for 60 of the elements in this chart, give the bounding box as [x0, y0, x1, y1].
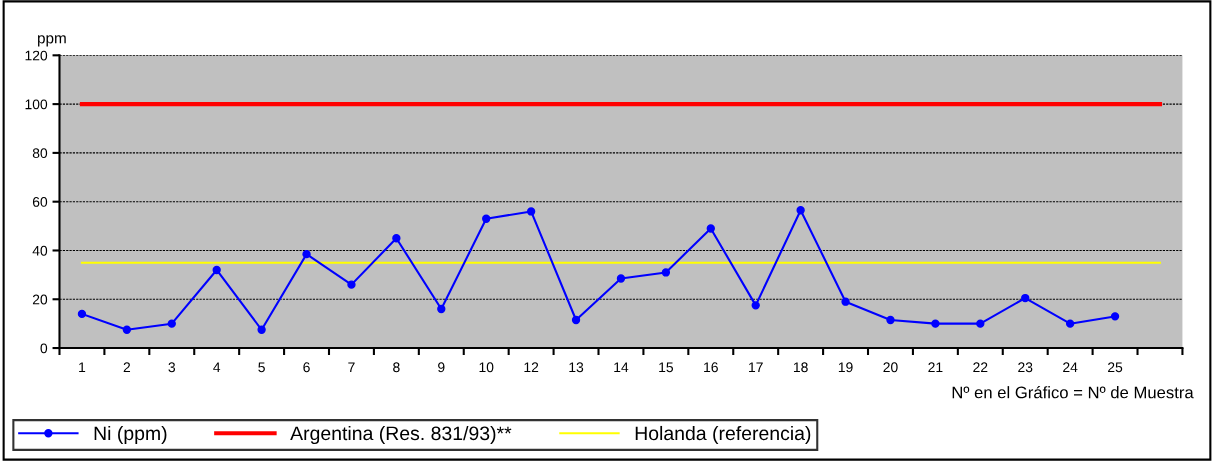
point: [661, 268, 671, 277]
legend-label: Ni (ppm): [94, 425, 167, 445]
x-tick-label: 10: [479, 362, 494, 373]
point: [437, 304, 446, 314]
x-tick-label: 14: [614, 362, 629, 373]
point: [122, 325, 132, 334]
y-tick-label: 100: [25, 99, 48, 110]
x-tick-label: 7: [348, 362, 355, 373]
x-tick-label: 8: [393, 362, 400, 373]
point: [392, 234, 401, 243]
x-tick-label: 1: [79, 362, 86, 373]
x-tick-label: 18: [793, 362, 808, 373]
x-tick-label: 16: [704, 362, 718, 373]
x-axis-title: Nº en el Gráfico = Nº de Muestra: [952, 385, 1194, 399]
x-tick-label: 13: [569, 362, 584, 373]
point: [77, 309, 87, 319]
x-tick-label: 20: [883, 362, 898, 373]
legend-label: Holanda (referencia): [635, 425, 811, 445]
point: [526, 207, 536, 216]
point: [706, 224, 715, 233]
point: [886, 315, 895, 325]
x-tick-label: 23: [1018, 362, 1033, 373]
point: [212, 265, 221, 275]
y-tick-label: 120: [25, 50, 48, 61]
point: [751, 301, 760, 310]
x-tick-label: 22: [973, 362, 988, 373]
x-tick-label: 17: [749, 362, 763, 373]
x-tick-label: 21: [928, 362, 943, 373]
point: [976, 319, 985, 328]
x-tick-label: 9: [438, 362, 445, 373]
x-tick-label: 12: [524, 362, 539, 373]
y-tick-label: 20: [32, 294, 48, 305]
x-tick-label: 6: [303, 362, 310, 373]
y-tick-label: 80: [32, 148, 48, 159]
point: [1110, 312, 1120, 321]
x-tick-label: 4: [213, 362, 221, 373]
point: [841, 297, 850, 306]
x-tick-label: 19: [838, 362, 853, 373]
y-tick-label: 60: [32, 197, 48, 207]
point: [482, 214, 491, 223]
point: [257, 325, 266, 334]
y-axis-title: ppm: [38, 35, 66, 47]
point: [1065, 319, 1075, 328]
x-tick-label: 3: [168, 362, 176, 373]
y-tick-label: 40: [32, 245, 48, 256]
x-tick-label: 24: [1063, 362, 1078, 373]
y-tick-label: 0: [40, 343, 48, 354]
point: [302, 249, 311, 259]
point: [571, 315, 581, 325]
legend-label: Argentina (Res. 831/93)**: [290, 425, 512, 445]
x-tick-label: 25: [1108, 362, 1123, 373]
x-tick-label: 15: [659, 362, 674, 373]
x-tick-label: 2: [123, 362, 131, 373]
point: [616, 274, 626, 283]
x-tick-label: 5: [258, 362, 265, 373]
point: [1021, 293, 1030, 303]
point: [167, 319, 176, 328]
point: [931, 319, 940, 328]
point: [347, 280, 356, 289]
point: [796, 206, 805, 215]
